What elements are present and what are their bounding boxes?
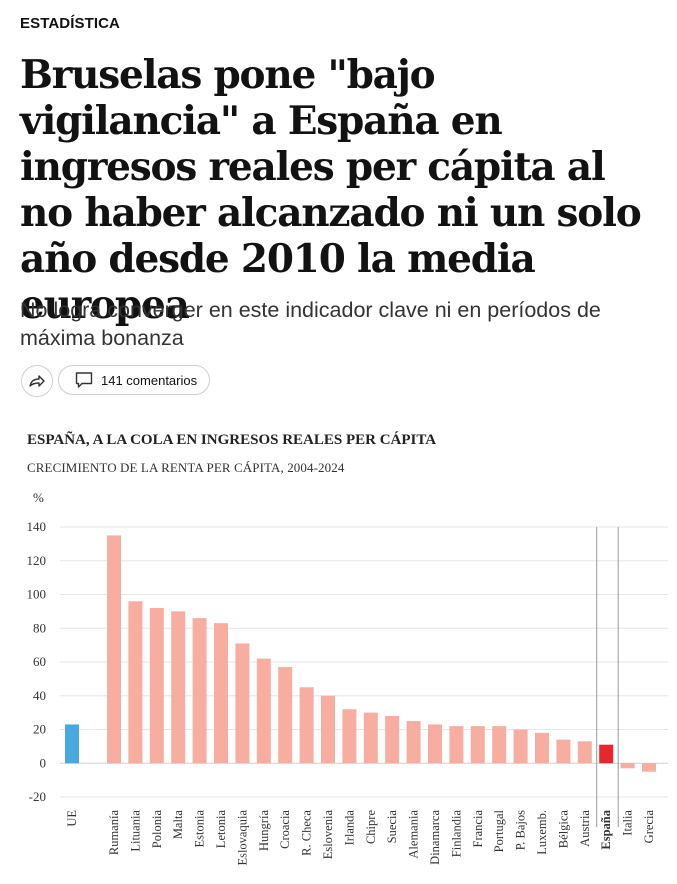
bar-rumanía <box>107 535 121 764</box>
bar-eslovaquia <box>235 643 250 764</box>
y-tick-label: 40 <box>33 688 46 703</box>
article-subtitle: No logra converger en este indicador cla… <box>20 298 601 350</box>
bar-austria <box>577 741 592 764</box>
share-button[interactable] <box>21 365 53 397</box>
share-arrow-icon <box>29 375 45 387</box>
bar-chipre <box>363 712 378 764</box>
x-category-label: Croacia <box>278 810 292 849</box>
x-category-label: Eslovaquia <box>235 810 249 866</box>
comments-count: 141 comentarios <box>101 372 198 388</box>
x-category-label: Luxemb. <box>535 810 549 855</box>
y-tick-label: -20 <box>29 789 46 804</box>
headline: Bruselas pone "bajo vigilancia" a España… <box>20 52 642 328</box>
comments-button[interactable]: 141 comentarios <box>58 365 210 395</box>
x-category-label: Rumanía <box>107 810 121 856</box>
chart-title: ESPAÑA, A LA COLA EN INGRESOS REALES PER… <box>27 432 437 448</box>
bar-eslovenia <box>321 695 335 764</box>
bar-luxemb- <box>535 732 549 764</box>
bar-chart: -20 0 20 40 60 80 100 120 140 UE Rumanía Lituania Po… <box>27 490 668 866</box>
bar-letonia <box>214 623 228 764</box>
bar-bélgica <box>556 739 571 764</box>
x-category-label: Chipre <box>364 810 378 844</box>
x-category-label: España <box>599 809 613 849</box>
bar-francia <box>470 726 485 764</box>
y-tick-label: 120 <box>27 553 47 568</box>
x-category-label: Alemania <box>407 810 421 859</box>
bar-estonia <box>192 618 207 764</box>
bar-ue <box>65 724 79 764</box>
x-category-label: Finlandia <box>449 810 463 858</box>
x-category-label: Malta <box>171 810 185 840</box>
y-tick-label: 0 <box>40 755 47 770</box>
bar-portugal <box>492 726 507 764</box>
x-category-label: Portugal <box>492 809 506 852</box>
bar-lituania <box>128 601 143 764</box>
bar-hungría <box>256 658 271 764</box>
x-category-label: R. Checa <box>300 810 314 856</box>
y-tick-label: 60 <box>33 654 46 669</box>
x-category-label: Lituania <box>128 810 142 852</box>
bar-dinamarca <box>428 724 442 764</box>
speech-bubble-icon <box>75 372 93 388</box>
x-category-label: Polonia <box>150 810 164 849</box>
x-category-label: Eslovenia <box>321 810 335 860</box>
x-category-label: Italia <box>621 810 635 836</box>
bar-r-checa <box>299 687 314 764</box>
x-category-label: Suecia <box>385 810 399 844</box>
x-category-label: Francia <box>471 810 485 848</box>
x-category-label: Letonia <box>214 810 228 849</box>
y-tick-label: 80 <box>33 620 46 635</box>
x-category-label: Dinamarca <box>428 810 442 865</box>
y-tick-label: 100 <box>27 587 47 602</box>
bar-italia <box>620 763 635 769</box>
x-category-label: Irlanda <box>342 810 356 846</box>
x-category-label: Estonia <box>193 810 207 848</box>
y-axis-unit: % <box>33 490 44 505</box>
bar-malta <box>171 611 186 764</box>
bar-españa <box>599 744 614 764</box>
bar-alemania <box>406 721 421 764</box>
bar-suecia <box>385 716 400 764</box>
y-tick-label: 20 <box>33 722 46 737</box>
bar-finlandia <box>449 726 464 764</box>
bar-polonia <box>149 608 164 764</box>
bar-irlanda <box>342 709 357 764</box>
x-category-label: Bélgica <box>556 810 570 849</box>
chart-subtitle: CRECIMIENTO DE LA RENTA PER CÁPITA, 2004… <box>27 460 345 475</box>
x-category-label: P. Bajos <box>514 810 528 850</box>
bar-grecia <box>642 763 656 772</box>
x-category-label: UE <box>65 810 79 827</box>
section-label[interactable]: ESTADÍSTICA <box>20 15 120 32</box>
x-category-label: Austria <box>578 810 592 847</box>
x-category-label: Grecia <box>642 810 656 844</box>
y-tick-label: 140 <box>27 519 47 534</box>
bar-croacia <box>278 667 293 764</box>
x-category-label: Hungría <box>257 810 271 851</box>
bar-p-bajos <box>513 729 528 764</box>
